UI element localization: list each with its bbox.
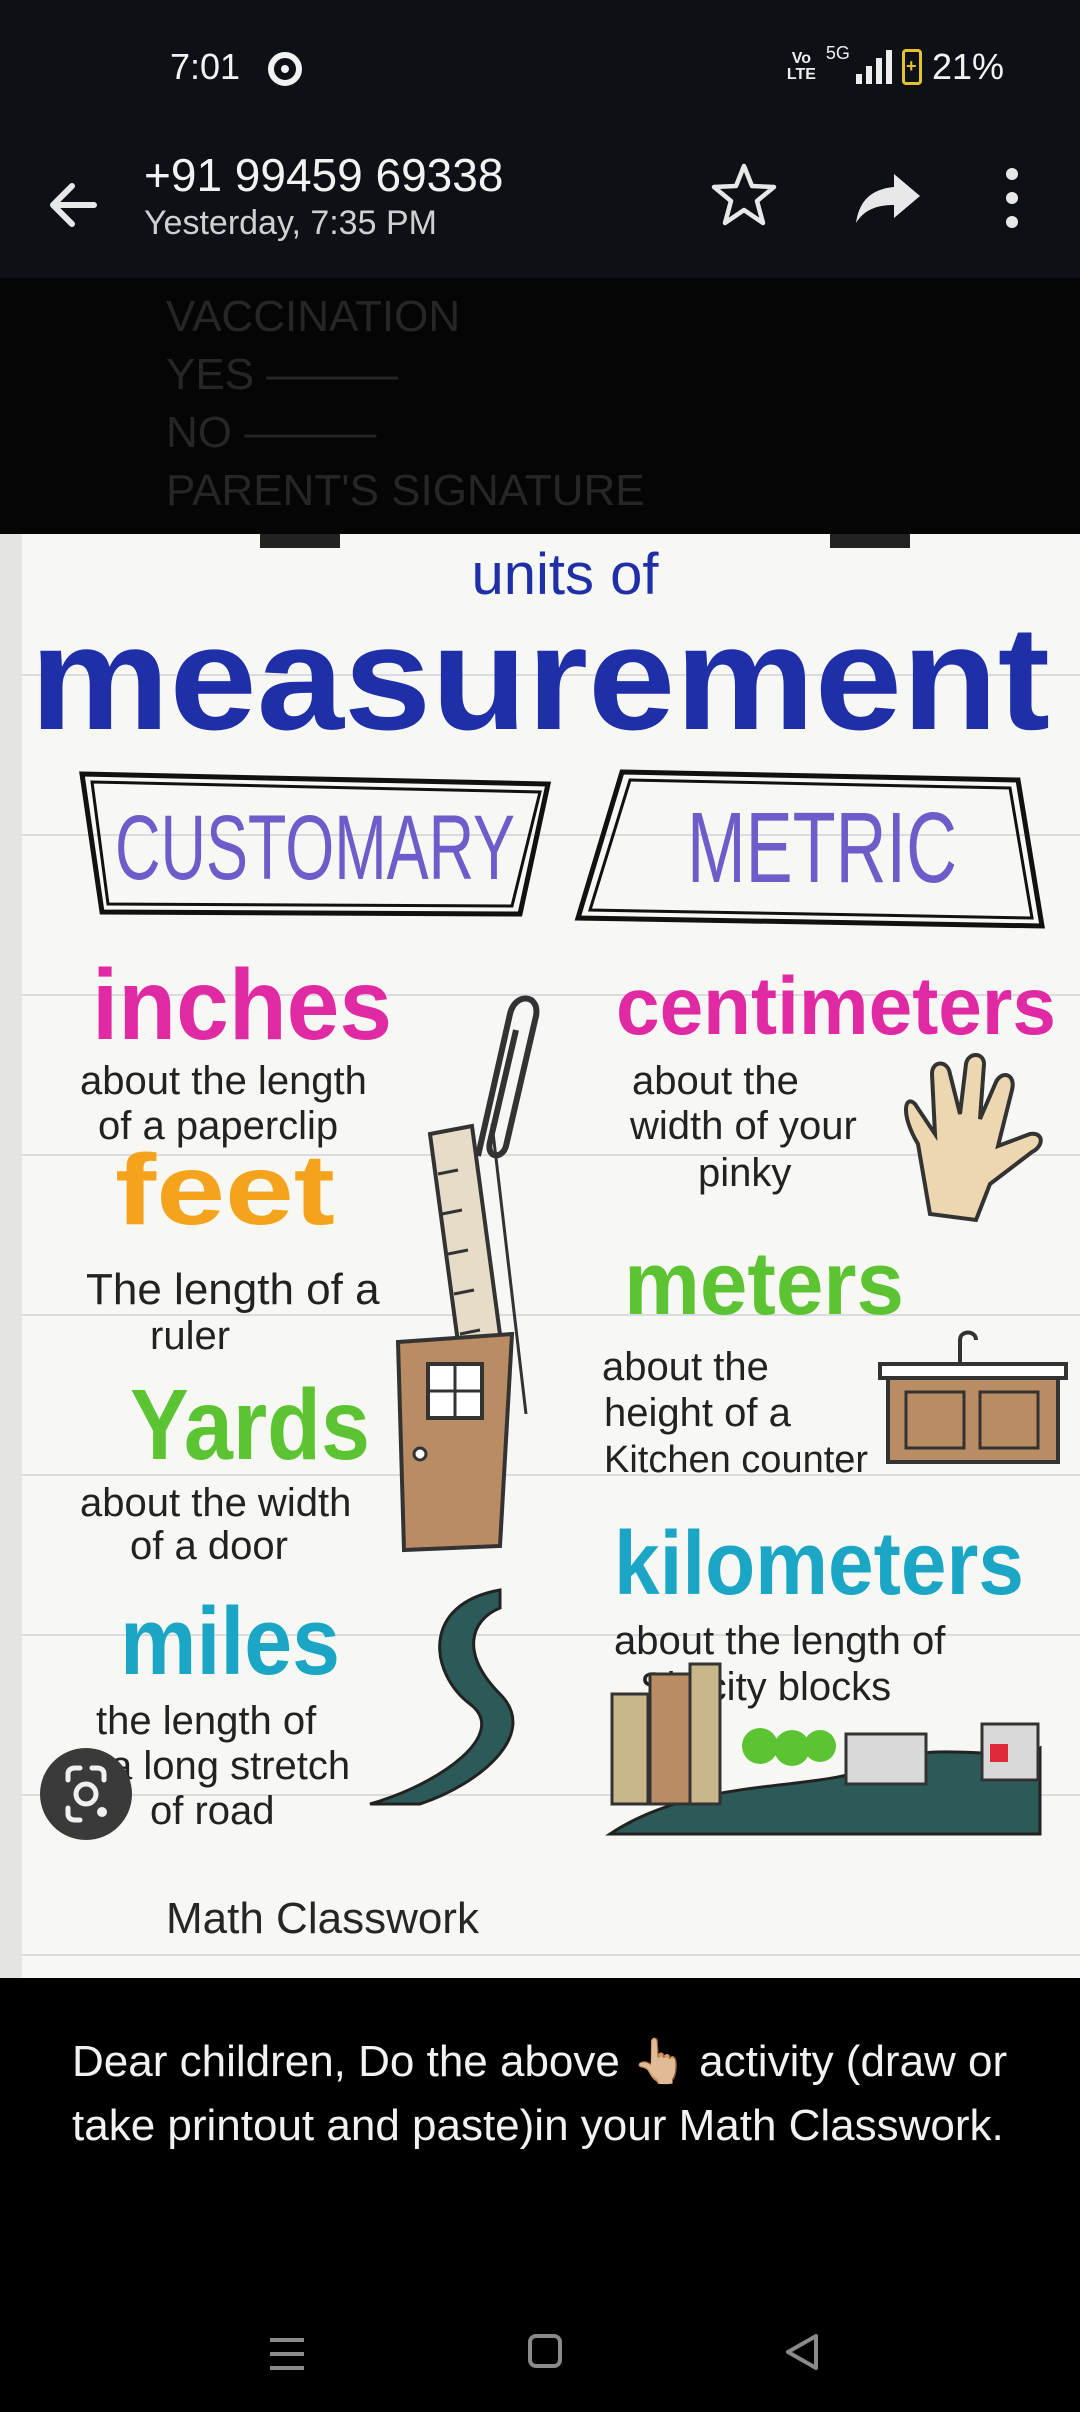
google-lens-button[interactable]: [40, 1748, 132, 1840]
signal-icon: [855, 50, 892, 84]
paperclip-drawing: [475, 995, 540, 1159]
heading-big: measurement: [30, 596, 1050, 761]
customary-box: [79, 771, 552, 917]
kilometers-label: kilometers: [614, 1514, 1024, 1614]
meters-desc-2: height of a: [604, 1391, 792, 1435]
behind-text-line: Math Classwork: [166, 1894, 479, 1943]
poster-drawing: units of measurement CUSTOMARY METRIC in…: [0, 534, 1068, 1978]
paper-edge: [0, 534, 22, 1978]
behind-text-line: NO ———: [166, 408, 377, 457]
image-viewer[interactable]: VACCINATION YES ——— NO ——— PARENT'S SIGN…: [0, 278, 1080, 1978]
centimeters-desc-2: width of your: [629, 1104, 857, 1148]
centimeters-label: centimeters: [616, 961, 1056, 1052]
road-drawing: [369, 1588, 515, 1806]
contact-title: +91 99459 69338: [144, 149, 504, 201]
meters-label: meters: [624, 1234, 904, 1334]
feet-desc: The length of a: [86, 1265, 380, 1314]
feet-desc-2: ruler: [150, 1314, 230, 1358]
customary-label: CUSTOMARY: [115, 797, 515, 899]
status-time: 7:01: [170, 46, 241, 87]
google-lens-icon: [65, 1765, 107, 1823]
home-square-icon[interactable]: [528, 2334, 562, 2368]
behind-text-line: PARENT'S SIGNATURE: [166, 466, 645, 515]
feet-label: feet: [115, 1134, 335, 1246]
kilometers-desc: about the length of: [614, 1619, 946, 1663]
yards-desc-2: of a door: [130, 1524, 288, 1568]
miles-desc-2: a long stretch: [110, 1744, 350, 1788]
message-timestamp: Yesterday, 7:35 PM: [144, 204, 437, 242]
message-caption: Dear children, Do the above 👆🏼 activity …: [72, 2037, 1008, 2150]
share-arrow-icon[interactable]: [850, 160, 926, 236]
measurement-poster: units of measurement CUSTOMARY METRIC in…: [0, 534, 1080, 1978]
battery-percent: 21%: [931, 46, 1004, 87]
more-vertical-icon[interactable]: [990, 160, 1034, 236]
back-triangle-icon[interactable]: [782, 2332, 822, 2372]
yards-desc: about the width: [80, 1481, 351, 1525]
network-type: 5G: [825, 42, 850, 63]
system-nav-bar: [0, 2300, 1080, 2412]
behind-text-line: YES ———: [166, 350, 399, 399]
heading-small: units of: [472, 542, 660, 607]
hand-drawing: [904, 1053, 1043, 1223]
meters-desc-3: Kitchen counter: [604, 1439, 868, 1481]
miles-label: miles: [120, 1588, 340, 1695]
clip-right: [830, 534, 910, 548]
inches-label: inches: [92, 949, 392, 1061]
metric-box: [574, 769, 1045, 929]
city-building: [610, 1692, 650, 1806]
centimeters-desc-3: pinky: [698, 1151, 791, 1195]
screen-record-icon: [268, 52, 302, 86]
miles-desc: the length of: [96, 1699, 317, 1743]
battery-icon: [901, 49, 922, 85]
clip-left: [260, 534, 340, 548]
app-bar: +91 99459 69338 Yesterday, 7:35 PM: [0, 130, 1080, 278]
metric-label: METRIC: [687, 792, 957, 904]
star-outline-icon[interactable]: [706, 158, 782, 234]
meters-desc: about the: [602, 1345, 769, 1389]
recents-lines-icon[interactable]: [268, 2336, 306, 2372]
volte-icon: Vo LTE: [786, 50, 816, 83]
centimeters-desc: about the: [632, 1059, 799, 1103]
yards-label: Yards: [130, 1369, 370, 1481]
arrow-left-icon[interactable]: [40, 170, 110, 240]
inches-desc-2: of a paperclip: [98, 1104, 338, 1148]
inches-desc: about the length: [80, 1059, 367, 1103]
miles-desc-3: of road: [150, 1789, 275, 1833]
behind-text-line: VACCINATION: [166, 292, 461, 341]
